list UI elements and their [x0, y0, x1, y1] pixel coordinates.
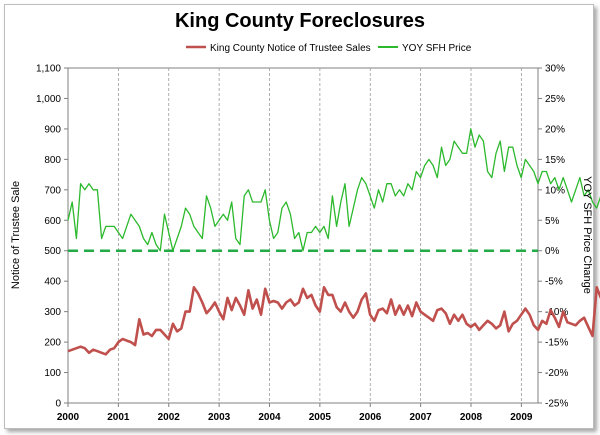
plot-area: [67, 67, 539, 404]
legend: King County Notice of Trustee Sales YOY …: [186, 43, 472, 54]
x-tick-label-2002: 2002: [158, 412, 181, 423]
series-lines: [67, 128, 600, 356]
y-left-tick-label-1: 100: [44, 368, 61, 379]
left-axis-ticks: 0 100 200 300 400 500 600 700 800 900 1,000 1,100: [36, 64, 68, 410]
y-left-tick-label-3: 300: [44, 307, 61, 318]
x-tick-label-2003: 2003: [208, 412, 231, 423]
y-right-tick-label-2: -15%: [545, 338, 568, 349]
y-left-tick-label-10: 1,000: [36, 94, 61, 105]
legend-label-price: YOY SFH Price: [402, 43, 472, 54]
y-left-tick-label-0: 0: [55, 399, 61, 410]
y-right-tick-label-5: 0%: [545, 246, 560, 257]
y-right-tick-label-9: 20%: [545, 124, 565, 135]
y-left-tick-label-4: 400: [44, 277, 61, 288]
y-right-tick-label-6: 5%: [545, 216, 560, 227]
y-left-tick-label-11: 1,100: [36, 64, 61, 75]
y-right-tick-label-11: 30%: [545, 64, 565, 75]
legend-label-trustee: King County Notice of Trustee Sales: [210, 43, 371, 54]
x-tick-label-2004: 2004: [258, 412, 281, 423]
price-change-line: [67, 128, 600, 252]
y-right-tick-label-3: -10%: [545, 307, 568, 318]
y-right-tick-label-10: 25%: [545, 94, 565, 105]
chart-title: King County Foreclosures: [175, 10, 425, 32]
y-left-tick-label-9: 900: [44, 124, 61, 135]
y-left-tick-label-6: 600: [44, 216, 61, 227]
x-tick-label-2001: 2001: [107, 412, 130, 423]
x-axis-ticks: 2000 2001 2002 2003 2004 2005 2006 2007 2008 2009: [57, 403, 533, 423]
y-right-tick-label-4: -5%: [545, 277, 563, 288]
y-right-tick-label-1: -20%: [545, 368, 568, 379]
year-gridlines: [117, 68, 522, 403]
y-right-tick-label-8: 15%: [545, 155, 565, 166]
y-left-tick-label-7: 700: [44, 185, 61, 196]
x-tick-label-2005: 2005: [309, 412, 332, 423]
y-left-tick-label-5: 500: [44, 246, 61, 257]
right-axis-ticks: -25% -20% -15% -10% -5% 0% 5% 10% 15% 20% 25% 30%: [538, 64, 568, 410]
y-right-tick-label-0: -25%: [545, 399, 568, 410]
y-right-tick-label-7: 10%: [545, 185, 565, 196]
x-tick-label-2006: 2006: [359, 412, 382, 423]
left-axis-label: Notice of Trustee Sale: [10, 181, 22, 289]
right-axis-label: YOY SFH Price Change: [581, 176, 593, 294]
x-tick-label-2007: 2007: [410, 412, 433, 423]
y-left-tick-label-2: 200: [44, 338, 61, 349]
chart-frame: [4, 4, 594, 429]
x-tick-label-2009: 2009: [510, 412, 533, 423]
trustee-sales-line: [67, 285, 600, 356]
x-tick-label-2008: 2008: [460, 412, 483, 423]
x-tick-label-2000: 2000: [57, 412, 80, 423]
y-left-tick-label-8: 800: [44, 155, 61, 166]
